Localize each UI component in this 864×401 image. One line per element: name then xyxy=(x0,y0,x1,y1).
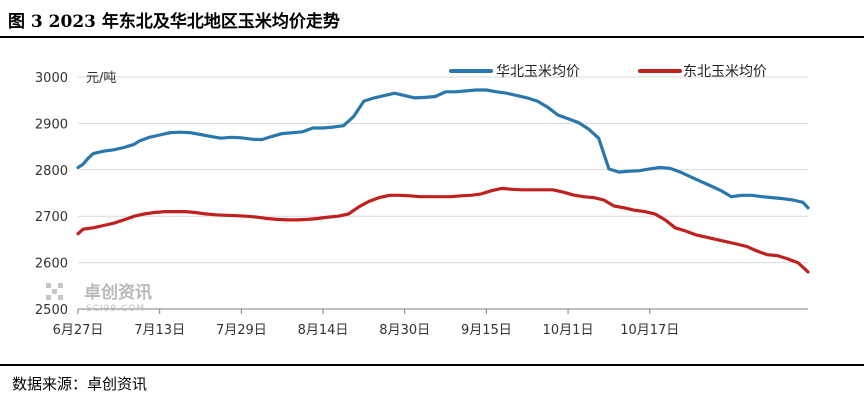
chart-title: 图 3 2023 年东北及华北地区玉米均价走势 xyxy=(8,12,340,32)
x-tick-label: 7月29日 xyxy=(216,323,267,338)
gridlines xyxy=(78,76,808,310)
x-tick-label: 8月30日 xyxy=(379,323,430,338)
watermark-square xyxy=(58,283,63,288)
x-tick-label: 6月27日 xyxy=(53,323,104,338)
data-source: 数据来源：卓创资讯 xyxy=(12,375,148,393)
watermark-square xyxy=(52,289,57,294)
title-bar: 图 3 2023 年东北及华北地区玉米均价走势 xyxy=(0,0,864,36)
y-tick-label: 3000 xyxy=(35,71,68,86)
series-line-northeast xyxy=(76,186,810,274)
y-tick-label: 2800 xyxy=(35,164,68,179)
y-tick-label: 2500 xyxy=(35,303,68,318)
watermark-square xyxy=(46,283,51,288)
x-axis-ticks: 6月27日 7月13日 7月29日 8月14日 8月30日 9月15日 10月1日 10月17… xyxy=(53,309,679,338)
legend-label: 东北玉米均价 xyxy=(683,64,767,80)
x-tick-label: 7月13日 xyxy=(134,323,185,338)
x-tick-label: 10月1日 xyxy=(543,323,594,338)
x-tick-label: 9月15日 xyxy=(461,323,512,338)
watermark-square xyxy=(46,295,51,300)
series-lines xyxy=(76,88,810,274)
top-rule xyxy=(0,36,864,38)
y-tick-label: 2600 xyxy=(35,257,68,272)
x-tick-label: 10月17日 xyxy=(620,323,679,338)
watermark-square xyxy=(58,295,63,300)
y-tick-label: 2700 xyxy=(35,210,68,225)
bottom-rule xyxy=(0,364,864,366)
legend: 华北玉米均价 东北玉米均价 xyxy=(449,64,767,80)
watermark-sub: SCI99.COM xyxy=(86,304,145,314)
series-line-north-china xyxy=(76,88,810,210)
watermark-name: 卓创资讯 xyxy=(84,282,152,303)
unit-label: 元/吨 xyxy=(86,71,116,86)
legend-label: 华北玉米均价 xyxy=(496,64,580,80)
y-axis-ticks: 2500 2600 2700 2800 2900 3000 xyxy=(35,71,68,318)
x-tick-label: 8月14日 xyxy=(298,323,349,338)
y-tick-label: 2900 xyxy=(35,117,68,132)
